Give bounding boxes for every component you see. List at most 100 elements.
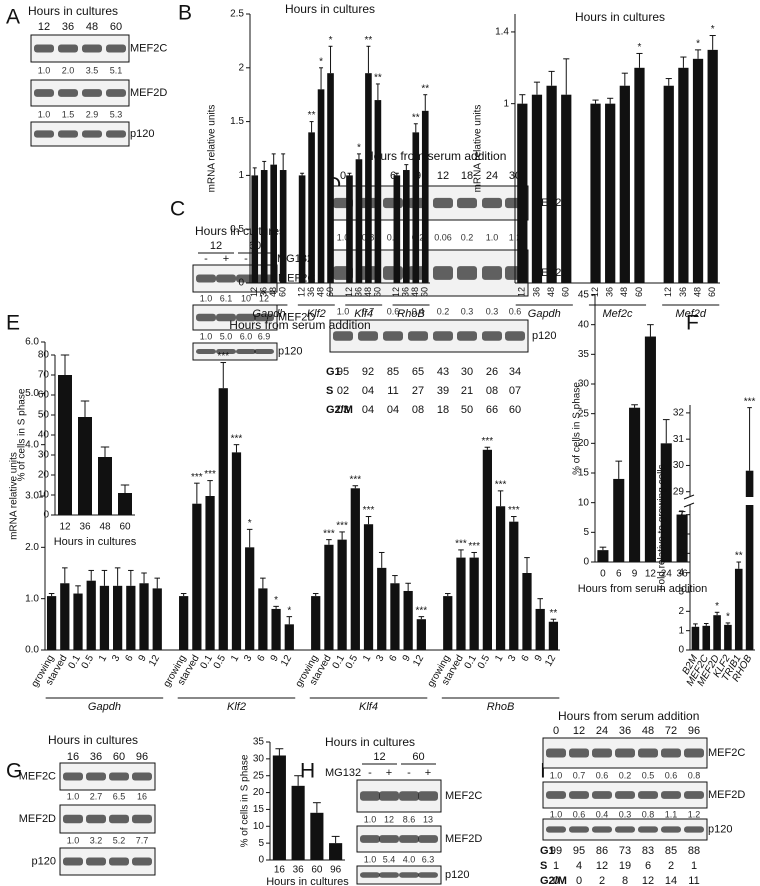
bar <box>678 67 689 283</box>
cell-cycle-value: 03 <box>337 404 349 416</box>
band-quantification: 8.6 <box>403 814 416 824</box>
blot-band <box>236 313 256 322</box>
bar <box>707 49 718 283</box>
y-tick-label: 1 <box>238 170 244 181</box>
cell-cycle-value: 08 <box>486 385 498 397</box>
band-quantification: 0.8 <box>642 809 655 819</box>
x-tick-label: 12 <box>279 653 294 669</box>
lane-label: 6 <box>390 170 396 182</box>
bar <box>421 110 429 283</box>
blot-band <box>34 89 54 97</box>
bar <box>644 336 656 562</box>
bar <box>365 73 372 284</box>
group-label: Gapdh <box>88 701 121 713</box>
band-quantification: 0.6 <box>573 809 586 819</box>
band-quantification: 0.6 <box>509 306 522 316</box>
y-tick-label: 0 <box>43 510 49 521</box>
lane-label: 12 <box>573 725 585 737</box>
blot-row-label: MEF2C <box>130 42 167 54</box>
bar <box>329 843 343 860</box>
significance-label: *** <box>191 472 203 483</box>
cell-cycle-value: 85 <box>387 366 399 378</box>
cell-cycle-value: 2 <box>599 875 605 886</box>
blot-band <box>482 331 502 341</box>
x-tick-label: 9 <box>269 653 282 664</box>
bar <box>495 506 506 650</box>
y-tick-label: 3.0 <box>25 491 39 502</box>
x-tick-label: 12 <box>249 287 259 297</box>
bar <box>629 407 641 562</box>
lane-label: 72 <box>665 725 677 737</box>
cell-cycle-value: 60 <box>509 404 521 416</box>
cell-cycle-value: 2 <box>668 860 674 872</box>
cell-cycle-value: 02 <box>337 385 349 397</box>
band-quantification: 12 <box>259 293 269 303</box>
cell-cycle-label: G2/M <box>326 404 353 416</box>
x-tick-label: 3 <box>242 653 255 664</box>
x-axis-label: Hours from serum addition <box>578 583 708 595</box>
cell-cycle-value: 39 <box>437 385 449 397</box>
x-tick-label: 60 <box>119 522 131 533</box>
bar <box>231 452 242 650</box>
blot-row-label: MEF2D <box>278 311 315 323</box>
y-tick-label: 6.0 <box>25 337 39 348</box>
bar <box>86 580 96 650</box>
x-tick-label: 6 <box>123 653 136 664</box>
band-quantification: 0.2 <box>461 232 474 242</box>
bar <box>179 596 189 650</box>
bar <box>346 175 353 283</box>
cell-cycle-value: 1 <box>691 860 697 872</box>
y-tick-label: 10 <box>253 821 265 832</box>
blot-band <box>457 266 477 280</box>
blot-band <box>592 791 612 799</box>
band-quantification: 7.7 <box>136 835 149 845</box>
chart-title: Hours in cultures <box>285 2 375 16</box>
significance-label: * <box>248 518 252 529</box>
axis-break <box>684 497 755 505</box>
significance-label: * <box>287 605 291 616</box>
significance-label: ** <box>365 35 373 46</box>
blot-band <box>418 791 438 801</box>
blot-header: Hours from serum addition <box>558 709 699 723</box>
lane-label: 36 <box>90 751 102 763</box>
bar <box>327 73 334 284</box>
band-quantification: 6.3 <box>422 854 435 864</box>
cell-cycle-value: 0 <box>576 875 582 886</box>
x-tick-label: 48 <box>268 287 278 297</box>
cell-cycle-value: 83 <box>642 845 654 857</box>
bar <box>279 170 287 283</box>
y-tick-label: 5 <box>678 548 684 559</box>
x-tick-label: 36 <box>678 287 688 297</box>
x-axis-label: Hours in cultures <box>266 876 349 886</box>
x-tick-label: 12 <box>59 522 71 533</box>
bar <box>99 585 110 650</box>
blot-header: Hours from serum addition <box>365 149 506 163</box>
group-label: 60 <box>412 751 424 763</box>
bar <box>634 67 645 283</box>
significance-label: ** <box>308 110 316 121</box>
band-quantification: 6.0 <box>240 331 253 341</box>
bar <box>692 58 704 284</box>
significance-label: *** <box>416 605 428 616</box>
treatment-sign: + <box>223 253 229 265</box>
bar <box>734 568 743 650</box>
x-tick-label: 12 <box>411 653 426 669</box>
y-axis-label: mRNA relative units <box>473 105 484 193</box>
significance-label: ** <box>549 608 557 619</box>
x-tick-label: 48 <box>315 287 325 297</box>
cell-cycle-value: 21 <box>461 385 473 397</box>
bar <box>531 94 543 283</box>
bar <box>298 175 306 283</box>
bar <box>270 164 277 283</box>
significance-label: * <box>329 35 333 46</box>
cell-cycle-value: 43 <box>437 366 449 378</box>
x-tick-label: 9 <box>533 653 546 664</box>
band-quantification: 1.0 <box>486 232 499 242</box>
blot-row-label: p120 <box>445 869 469 881</box>
band-quantification: 5.3 <box>110 109 123 119</box>
blot-band <box>86 857 106 866</box>
blot-band <box>592 826 612 833</box>
y-tick-label: 2.5 <box>230 9 244 20</box>
band-quantification: 1.0 <box>200 293 213 303</box>
blot-band <box>109 814 129 824</box>
